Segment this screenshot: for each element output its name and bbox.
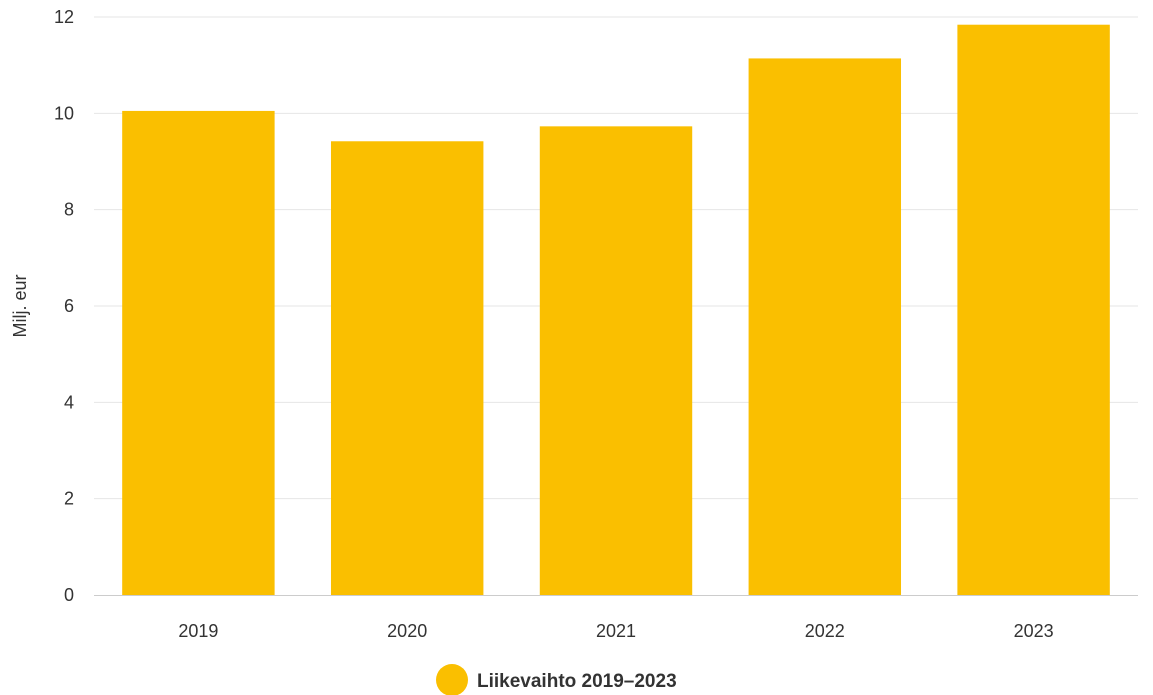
bar-2023[interactable]: [957, 24, 1110, 596]
bar-2019[interactable]: [122, 110, 275, 596]
x-axis-ticks: 2019 2020 2021 2022 2023: [178, 621, 1053, 641]
y-tick-label: 2: [64, 489, 74, 509]
x-tick-label: 2019: [178, 621, 218, 641]
y-axis-title: Milj. eur: [10, 274, 30, 337]
x-tick-label: 2020: [387, 621, 427, 641]
x-tick-label: 2021: [596, 621, 636, 641]
x-tick-label: 2022: [805, 621, 845, 641]
y-tick-label: 6: [64, 296, 74, 316]
y-tick-label: 8: [64, 200, 74, 220]
bar-2021[interactable]: [539, 126, 693, 596]
bar-2020[interactable]: [330, 141, 484, 595]
y-tick-label: 12: [54, 7, 74, 27]
legend-label: Liikevaihto 2019–2023: [477, 671, 677, 692]
bars: [122, 24, 1110, 596]
y-tick-label: 10: [54, 103, 74, 123]
bar-2022[interactable]: [748, 58, 902, 595]
y-tick-label: 0: [64, 585, 74, 605]
y-axis-ticks: 0 2 4 6 8 10 12: [54, 7, 74, 605]
legend-marker: [436, 664, 468, 695]
y-tick-label: 4: [64, 392, 74, 412]
legend[interactable]: Liikevaihto 2019–2023: [436, 664, 677, 695]
x-tick-label: 2023: [1014, 621, 1054, 641]
